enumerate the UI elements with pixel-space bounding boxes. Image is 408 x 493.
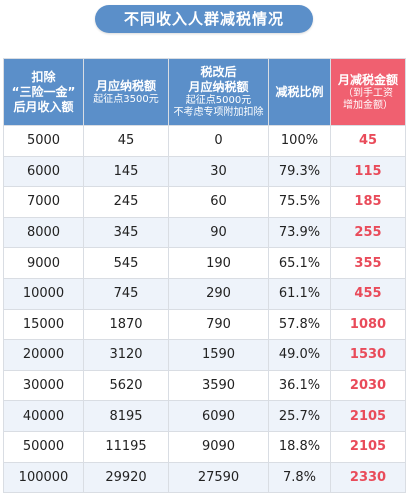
cell-income: 100000	[3, 461, 84, 493]
header-main-text: 减税比例	[275, 84, 324, 99]
cell-ratio: 100%	[268, 125, 331, 157]
cell-old-tax: 3120	[83, 339, 169, 371]
header-main-text: 月应纳税额	[95, 78, 156, 93]
cell-old-tax: 745	[83, 277, 169, 310]
header-ratio: 减税比例	[268, 58, 331, 126]
cell-new-tax: 0	[168, 125, 269, 157]
cell-ratio: 18.8%	[268, 430, 331, 463]
header-sub-text: 起征点3500元	[93, 93, 159, 105]
cell-old-tax: 1870	[83, 308, 169, 341]
cell-income: 30000	[3, 369, 84, 402]
table-row: 9000 545 190 65.1% 355	[3, 247, 406, 279]
cell-savings: 45	[330, 125, 406, 157]
cell-ratio: 7.8%	[268, 461, 331, 493]
header-new-tax: 税改后 月应纳税额 起征点5000元 不考虑专项附加扣除	[168, 58, 269, 126]
table-row: 50000 11195 9090 18.8% 2105	[3, 430, 406, 463]
cell-savings: 1530	[330, 339, 406, 371]
table-row: 6000 145 30 79.3% 115	[3, 155, 406, 188]
cell-new-tax: 30	[168, 155, 269, 188]
cell-ratio: 73.9%	[268, 216, 331, 249]
cell-new-tax: 3590	[168, 369, 269, 402]
cell-savings: 2105	[330, 400, 406, 432]
cell-new-tax: 290	[168, 277, 269, 310]
cell-ratio: 65.1%	[268, 247, 331, 279]
cell-income: 6000	[3, 155, 84, 188]
table-row: 8000 345 90 73.9% 255	[3, 216, 406, 249]
header-sub-text: （到手工资	[343, 87, 393, 99]
table-row: 100000 29920 27590 7.8% 2330	[3, 461, 406, 493]
header-old-tax: 月应纳税额 起征点3500元	[83, 58, 169, 126]
header-main-text: 月应纳税额	[188, 80, 249, 94]
cell-old-tax: 29920	[83, 461, 169, 493]
cell-old-tax: 245	[83, 186, 169, 218]
header-row: 扣除 “三险一金” 后月收入额 月应纳税额 起征点3500元 税改后 月应纳税额 起征点500…	[3, 58, 406, 126]
cell-ratio: 79.3%	[268, 155, 331, 188]
cell-new-tax: 190	[168, 247, 269, 279]
cell-savings: 2330	[330, 461, 406, 493]
table-row: 10000 745 290 61.1% 455	[3, 277, 406, 310]
cell-savings: 115	[330, 155, 406, 188]
header-sub-text: 不考虑专项附加扣除	[173, 107, 264, 118]
header-main-text: 月减税金额	[337, 72, 398, 87]
cell-ratio: 25.7%	[268, 400, 331, 432]
table-row: 20000 3120 1590 49.0% 1530	[3, 339, 406, 371]
tax-table: 扣除 “三险一金” 后月收入额 月应纳税额 起征点3500元 税改后 月应纳税额 起征点500…	[3, 58, 406, 493]
table-row: 40000 8195 6090 25.7% 2105	[3, 400, 406, 432]
cell-savings: 2105	[330, 430, 406, 463]
title-pill: 不同收入人群减税情况	[95, 5, 313, 33]
cell-ratio: 36.1%	[268, 369, 331, 402]
cell-savings: 455	[330, 277, 406, 310]
cell-income: 10000	[3, 277, 84, 310]
cell-savings: 185	[330, 186, 406, 218]
cell-income: 7000	[3, 186, 84, 218]
cell-income: 5000	[3, 125, 84, 157]
cell-old-tax: 345	[83, 216, 169, 249]
cell-new-tax: 790	[168, 308, 269, 341]
title-banner: 不同收入人群减税情况	[0, 0, 408, 38]
cell-income: 20000	[3, 339, 84, 371]
cell-new-tax: 90	[168, 216, 269, 249]
table-row: 15000 1870 790 57.8% 1080	[3, 308, 406, 341]
page-title: 不同收入人群减税情况	[123, 10, 284, 28]
table-body: 5000 45 0 100% 45 6000 145 30 79.3% 115 7000 245 60 7…	[3, 125, 406, 493]
cell-income: 40000	[3, 400, 84, 432]
cell-new-tax: 6090	[168, 400, 269, 432]
header-income: 扣除 “三险一金” 后月收入额	[3, 58, 84, 126]
header-main-text: “三险一金”	[11, 84, 76, 99]
table-row: 5000 45 0 100% 45	[3, 125, 406, 157]
cell-ratio: 61.1%	[268, 277, 331, 310]
cell-savings: 355	[330, 247, 406, 279]
cell-savings: 2030	[330, 369, 406, 402]
cell-old-tax: 545	[83, 247, 169, 279]
cell-old-tax: 8195	[83, 400, 169, 432]
cell-income: 8000	[3, 216, 84, 249]
cell-old-tax: 11195	[83, 430, 169, 463]
cell-new-tax: 60	[168, 186, 269, 218]
header-sub-text: 增加金额）	[343, 99, 393, 111]
cell-income: 9000	[3, 247, 84, 279]
cell-savings: 1080	[330, 308, 406, 341]
cell-new-tax: 9090	[168, 430, 269, 463]
table-row: 7000 245 60 75.5% 185	[3, 186, 406, 218]
cell-new-tax: 1590	[168, 339, 269, 371]
table-row: 30000 5620 3590 36.1% 2030	[3, 369, 406, 402]
header-main-text: 税改后	[200, 65, 237, 79]
cell-old-tax: 145	[83, 155, 169, 188]
cell-ratio: 57.8%	[268, 308, 331, 341]
cell-income: 15000	[3, 308, 84, 341]
cell-savings: 255	[330, 216, 406, 249]
header-sub-text: 起征点5000元	[185, 95, 252, 106]
header-main-text: 后月收入额	[13, 99, 74, 114]
cell-old-tax: 5620	[83, 369, 169, 402]
cell-old-tax: 45	[83, 125, 169, 157]
header-savings: 月减税金额 （到手工资 增加金额）	[330, 58, 406, 126]
header-main-text: 扣除	[31, 69, 56, 84]
cell-ratio: 49.0%	[268, 339, 331, 371]
cell-income: 50000	[3, 430, 84, 463]
cell-new-tax: 27590	[168, 461, 269, 493]
cell-ratio: 75.5%	[268, 186, 331, 218]
